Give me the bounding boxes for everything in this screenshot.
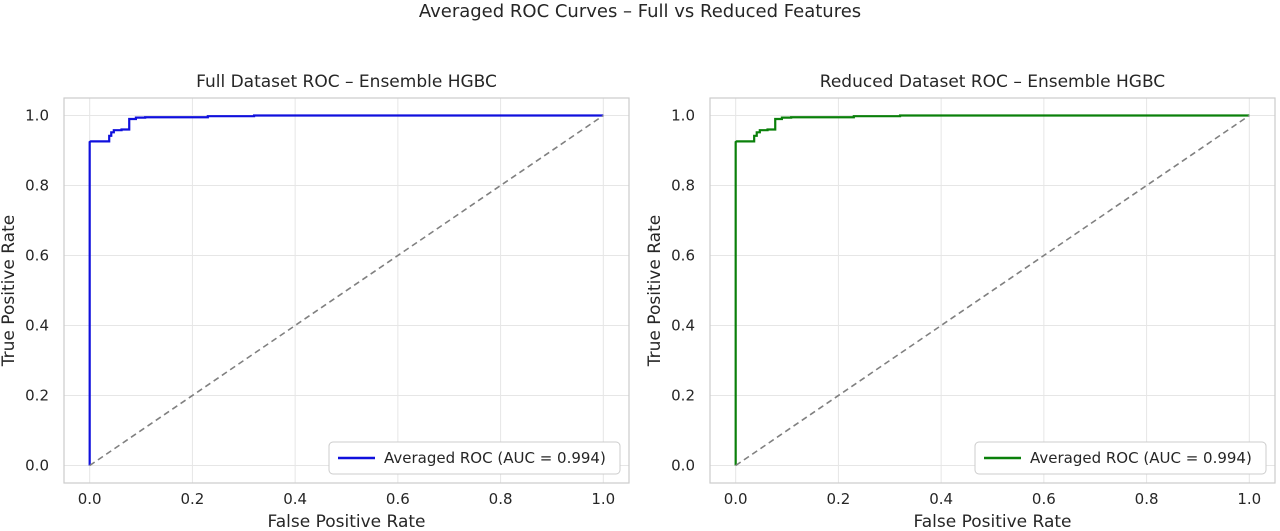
y-tick-label: 0.0 <box>25 457 49 475</box>
x-tick-label: 0.4 <box>929 490 953 508</box>
panel-title: Full Dataset ROC – Ensemble HGBC <box>196 72 497 92</box>
panels: 0.0 0.2 0.4 0.6 0.8 1.0 0.0 0.2 0.4 0.6 0.8 1.0 Full… <box>0 72 1276 531</box>
legend-entry-label: Averaged ROC (AUC = 0.994) <box>1030 449 1252 467</box>
x-tick-label: 0.0 <box>724 490 748 508</box>
y-tick-label: 0.2 <box>25 387 49 405</box>
y-tick-label: 0.8 <box>25 177 49 195</box>
x-tick-label: 0.2 <box>180 490 204 508</box>
legend-box <box>974 441 1267 475</box>
x-tick-label: 0.0 <box>78 490 102 508</box>
y-tick-label: 0.4 <box>671 317 695 335</box>
roc-panel-2: 0.0 0.2 0.4 0.6 0.8 1.0 0.0 0.2 0.4 0.6 0.8 1.0 Redu… <box>645 72 1276 531</box>
y-axis-label: True Positive Rate <box>0 215 19 367</box>
x-tick-label: 0.8 <box>1135 490 1159 508</box>
roc-panel-1: 0.0 0.2 0.4 0.6 0.8 1.0 0.0 0.2 0.4 0.6 0.8 1.0 Full… <box>0 72 630 531</box>
y-tick-label: 0.0 <box>671 457 695 475</box>
chance-diagonal-line <box>735 114 1250 467</box>
plot-frame <box>709 97 1276 484</box>
averaged-roc-curve <box>734 114 1250 466</box>
plot-frame <box>63 97 630 484</box>
legend-entry-label: Averaged ROC (AUC = 0.994) <box>384 449 606 467</box>
y-axis-label: True Positive Rate <box>645 215 665 367</box>
x-tick-label: 0.2 <box>826 490 850 508</box>
x-tick-label: 1.0 <box>591 490 615 508</box>
x-tick-label: 0.6 <box>1032 490 1056 508</box>
panel-title: Reduced Dataset ROC – Ensemble HGBC <box>820 72 1165 92</box>
y-tick-label: 0.4 <box>25 317 49 335</box>
averaged-roc-curve <box>88 114 604 466</box>
y-tick-label: 0.6 <box>671 247 695 265</box>
legend: Averaged ROC (AUC = 0.994) <box>974 441 1267 475</box>
x-axis-label: False Positive Rate <box>914 512 1072 531</box>
chance-diagonal-line <box>89 114 604 467</box>
legend: Averaged ROC (AUC = 0.994) <box>328 441 621 475</box>
y-tick-label: 0.2 <box>671 387 695 405</box>
figure-title: Averaged ROC Curves – Full vs Reduced Fe… <box>419 1 861 22</box>
x-tick-label: 0.8 <box>489 490 513 508</box>
x-tick-label: 0.4 <box>283 490 307 508</box>
x-axis-label: False Positive Rate <box>268 512 426 531</box>
x-tick-label: 0.6 <box>386 490 410 508</box>
y-tick-label: 0.6 <box>25 247 49 265</box>
y-tick-label: 1.0 <box>671 107 695 125</box>
y-tick-label: 0.8 <box>671 177 695 195</box>
x-tick-label: 1.0 <box>1237 490 1261 508</box>
legend-box <box>328 441 621 475</box>
y-tick-label: 1.0 <box>25 107 49 125</box>
